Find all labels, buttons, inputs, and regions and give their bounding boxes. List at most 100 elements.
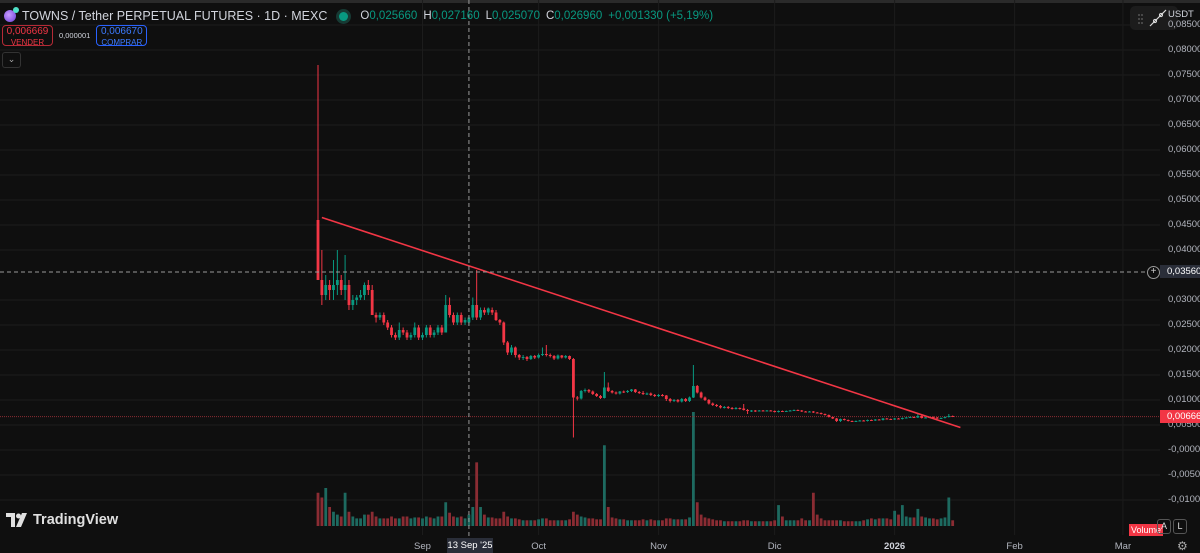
volume-bar xyxy=(556,520,560,526)
tradingview-logo[interactable]: TradingView xyxy=(6,512,118,528)
buy-label: COMPRAR xyxy=(101,38,143,47)
volume-bar xyxy=(827,520,831,526)
candle-body xyxy=(552,356,556,359)
candle-body xyxy=(424,327,428,335)
volume-bar xyxy=(382,518,386,526)
candle-body xyxy=(676,400,680,402)
volume-bar xyxy=(823,520,827,526)
candle-body xyxy=(394,335,397,338)
volume-bar xyxy=(835,520,838,526)
candle-body xyxy=(695,386,699,393)
candle-body xyxy=(788,410,792,412)
candle-body xyxy=(397,330,401,338)
volume-bar xyxy=(409,518,413,526)
volume-bar xyxy=(699,514,703,526)
volume-bar xyxy=(490,517,494,526)
candle-body xyxy=(951,416,955,417)
log-scale-button[interactable]: L xyxy=(1173,519,1187,534)
volume-bar xyxy=(746,520,749,526)
volume-bar xyxy=(479,507,482,526)
candle-body xyxy=(939,418,943,419)
spread-value: 0,000001 xyxy=(59,31,91,40)
candle-body xyxy=(657,395,660,396)
volume-bar xyxy=(405,516,409,526)
volume-bar xyxy=(533,520,537,526)
candle-body xyxy=(378,315,382,318)
volume-bar xyxy=(904,516,908,526)
volume-bar xyxy=(885,518,889,526)
volume-bar xyxy=(753,521,757,526)
candle-body xyxy=(409,335,413,338)
volume-bar xyxy=(773,520,777,526)
candle-body xyxy=(649,393,653,395)
volume-bar xyxy=(815,514,819,526)
candle-body xyxy=(781,411,784,412)
candle-body xyxy=(637,392,641,393)
candle-body xyxy=(757,410,761,412)
top-border xyxy=(0,0,1200,3)
candle-body xyxy=(386,322,390,328)
volume-bar xyxy=(606,507,610,526)
sell-button[interactable]: 0,006669 VENDER xyxy=(2,25,53,47)
candle-body xyxy=(502,322,506,343)
candle-body xyxy=(866,420,869,421)
candle-body xyxy=(405,332,409,338)
candle-body xyxy=(699,392,703,398)
volume-bar xyxy=(668,518,672,526)
volume-bar xyxy=(552,520,556,526)
candle-body xyxy=(471,305,475,318)
volume-bar xyxy=(521,520,525,526)
trend-line-tool-icon[interactable] xyxy=(1130,6,1178,30)
volume-bar xyxy=(808,520,811,526)
volume-bar xyxy=(726,521,730,526)
volume-bar xyxy=(347,511,351,526)
candle-body xyxy=(436,327,440,333)
candle-body xyxy=(595,394,599,396)
candle-body xyxy=(904,417,908,419)
symbol-title[interactable]: TOWNS / Tether PERPETUAL FUTURES · 1D · … xyxy=(22,9,328,23)
volume-bar xyxy=(641,519,645,526)
volume-bar xyxy=(645,520,649,526)
volume-bar xyxy=(506,516,510,526)
auto-scale-button[interactable]: A xyxy=(1157,519,1171,534)
candle-body xyxy=(916,416,920,418)
drawing-toolbar[interactable] xyxy=(1130,6,1178,30)
volume-bar xyxy=(332,511,335,526)
candle-body xyxy=(804,411,808,413)
candle-body xyxy=(893,418,897,420)
candle-body xyxy=(428,327,432,335)
candle-body xyxy=(347,285,351,305)
time-axis-label: Dic xyxy=(767,541,782,552)
gear-icon[interactable]: ⚙ xyxy=(1177,539,1188,553)
candle-body xyxy=(680,399,684,402)
candle-body xyxy=(421,335,424,338)
volume-bar xyxy=(494,518,498,526)
collapse-chevron-down-icon[interactable]: ⌄ xyxy=(2,52,21,68)
volume-bar xyxy=(510,518,513,526)
volume-bar xyxy=(757,521,761,526)
volume-bar xyxy=(657,520,660,526)
volume-bar xyxy=(498,518,502,526)
volume-legend[interactable]: Volume xyxy=(1129,524,1164,536)
candle-body xyxy=(537,355,540,358)
volume-bar xyxy=(819,518,823,526)
candle-body xyxy=(815,412,819,414)
add-alert-plus-icon[interactable]: + xyxy=(1147,266,1160,279)
volume-bar xyxy=(575,514,579,526)
candle-body xyxy=(432,332,436,335)
volume-bar xyxy=(765,521,769,526)
candle-body xyxy=(765,410,769,412)
volume-bar xyxy=(924,517,927,526)
sell-price: 0,006669 xyxy=(6,26,49,37)
candle-body xyxy=(777,411,780,412)
candle-body xyxy=(750,410,753,412)
volume-bar xyxy=(633,520,637,526)
candle-body xyxy=(870,420,873,421)
currency-button[interactable]: USDT xyxy=(1168,9,1194,20)
buy-button[interactable]: 0,006670 COMPRAR xyxy=(96,25,148,47)
volume-bar xyxy=(560,520,564,526)
candle-body xyxy=(900,418,904,419)
